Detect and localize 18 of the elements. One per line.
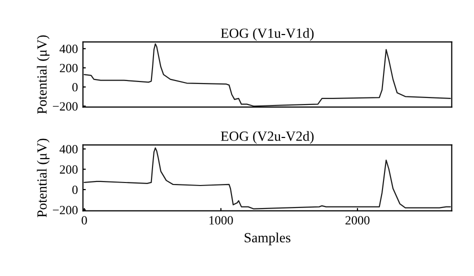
line-series: [84, 43, 451, 107]
y-tick-label: 400: [60, 144, 78, 154]
x-tick-label: 0: [82, 216, 87, 225]
y-axis-title: Potential (μV): [36, 138, 50, 218]
y-tick-label: 200: [60, 165, 78, 174]
chart-title: EOG (V2u-V2d): [220, 131, 314, 144]
y-tick-label: −200: [52, 102, 78, 111]
x-tick-label: 1000: [210, 216, 233, 225]
y-tick-label: −200: [52, 206, 78, 214]
chart-title: EOG (V1u-V1d): [220, 28, 314, 41]
y-tick-label: 0: [72, 186, 78, 194]
y-tick-label: 400: [60, 44, 78, 54]
y-tick-label: 200: [60, 64, 78, 72]
y-axis-title: Potential (μV): [36, 35, 50, 114]
x-axis-title: Samples: [244, 232, 290, 246]
x-tick-label: 2000: [346, 216, 370, 225]
y-tick-label: 0: [72, 82, 78, 92]
line-series: [84, 147, 451, 210]
